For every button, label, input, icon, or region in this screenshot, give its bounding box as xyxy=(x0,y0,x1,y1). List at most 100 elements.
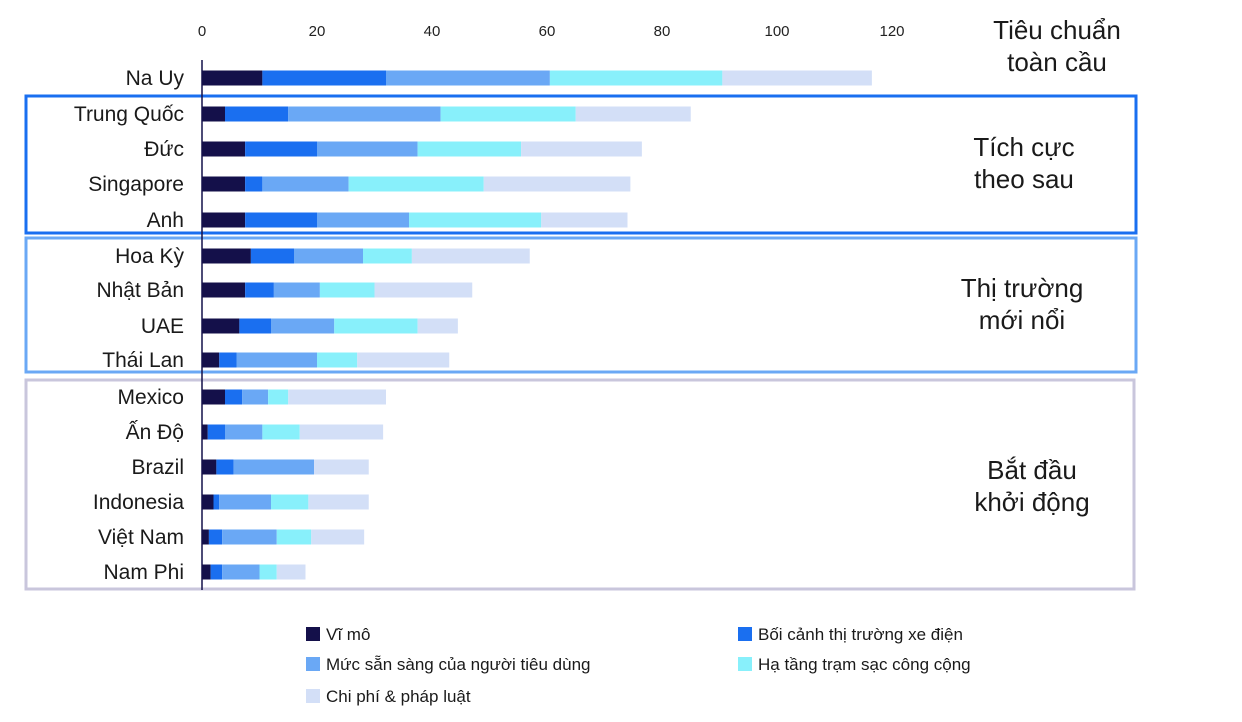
legend-item-boi-canh-thi-truong-xe-dien: Bối cảnh thị trường xe điện xyxy=(738,625,963,644)
group-label-tich-cuc-theo-sau: Tích cực theo sau xyxy=(973,132,1074,194)
bar-na-uy-ha-tang-tram-sac-cong-cong xyxy=(549,70,723,86)
country-label: Nam Phi xyxy=(103,561,184,584)
bar-duc-chi-phi-phap-luat xyxy=(521,141,642,157)
bar-mexico-vi-mo xyxy=(202,389,225,405)
legend-label: Chi phí & pháp luật xyxy=(326,687,471,706)
x-tick-label: 120 xyxy=(879,23,904,40)
group-box-bat-dau-khoi-dong xyxy=(24,378,1136,591)
bar-nam-phi-chi-phi-phap-luat xyxy=(276,564,306,580)
bar-thai-lan-vi-mo xyxy=(202,352,220,368)
bar-trung-quoc-vi-mo xyxy=(202,106,225,122)
bar-trung-quoc-ha-tang-tram-sac-cong-cong xyxy=(440,106,576,122)
bar-singapore-ha-tang-tram-sac-cong-cong xyxy=(348,176,484,192)
legend-swatch xyxy=(306,689,320,703)
country-label: Anh xyxy=(147,209,184,232)
x-tick-label: 0 xyxy=(198,23,206,40)
bar-nhat-ban-muc-san-sang-cua-nguoi-tieu-dung xyxy=(273,282,320,298)
legend: Vĩ mô Bối cảnh thị trường xe điện Mức sẵn … xyxy=(306,625,971,706)
bar-nam-phi-vi-mo xyxy=(202,564,211,580)
bar-indonesia-muc-san-sang-cua-nguoi-tieu-dung xyxy=(219,494,271,510)
bar-hoa-ky-ha-tang-tram-sac-cong-cong xyxy=(363,248,412,264)
bar-anh-vi-mo xyxy=(202,212,246,228)
country-label: Singapore xyxy=(88,173,184,196)
bar-trung-quoc-muc-san-sang-cua-nguoi-tieu-dung xyxy=(288,106,441,122)
group-box-tich-cuc-theo-sau xyxy=(24,94,1138,235)
bar-indonesia-boi-canh-thi-truong-xe-dien xyxy=(213,494,220,510)
bar-brazil-chi-phi-phap-luat xyxy=(314,459,369,475)
legend-swatch xyxy=(306,627,320,641)
country-label: Nhật Bản xyxy=(96,279,184,302)
legend-item-muc-san-sang-cua-nguoi-tieu-dung: Mức sẵn sàng của người tiêu dùng xyxy=(306,655,591,674)
x-tick-label: 20 xyxy=(309,23,326,40)
country-label: Trung Quốc xyxy=(74,103,184,126)
country-label: Ấn Độ xyxy=(126,421,184,444)
bar-uae-chi-phi-phap-luat xyxy=(417,318,458,334)
bars xyxy=(202,70,872,580)
legend-label: Vĩ mô xyxy=(326,625,370,644)
bar-uae-muc-san-sang-cua-nguoi-tieu-dung xyxy=(271,318,335,334)
bar-hoa-ky-boi-canh-thi-truong-xe-dien xyxy=(250,248,294,264)
bar-hoa-ky-muc-san-sang-cua-nguoi-tieu-dung xyxy=(294,248,363,264)
bar-viet-nam-ha-tang-tram-sac-cong-cong xyxy=(276,529,312,545)
bar-singapore-muc-san-sang-cua-nguoi-tieu-dung xyxy=(262,176,349,192)
bar-na-uy-chi-phi-phap-luat xyxy=(722,70,872,86)
group-label-tieu-chuan-toan-cau: Tiêu chuẩn toàn cầu xyxy=(993,15,1121,77)
bar-anh-boi-canh-thi-truong-xe-dien xyxy=(245,212,317,228)
legend-label: Hạ tầng trạm sạc công cộng xyxy=(758,655,971,674)
bar-nhat-ban-chi-phi-phap-luat xyxy=(374,282,473,298)
bar-thai-lan-muc-san-sang-cua-nguoi-tieu-dung xyxy=(236,352,317,368)
group-labels: Tiêu chuẩn toàn cầu Tích cực theo sau Thị tr… xyxy=(961,15,1121,517)
bar-hoa-ky-vi-mo xyxy=(202,248,251,264)
bar-duc-ha-tang-tram-sac-cong-cong xyxy=(417,141,522,157)
bar-nam-phi-muc-san-sang-cua-nguoi-tieu-dung xyxy=(222,564,260,580)
bar-an-do-muc-san-sang-cua-nguoi-tieu-dung xyxy=(225,424,263,440)
country-label: Hoa Kỳ xyxy=(115,245,184,268)
country-label: Na Uy xyxy=(126,67,185,90)
bar-mexico-boi-canh-thi-truong-xe-dien xyxy=(225,389,243,405)
bar-nhat-ban-ha-tang-tram-sac-cong-cong xyxy=(319,282,375,298)
bar-mexico-chi-phi-phap-luat xyxy=(288,389,386,405)
bar-thai-lan-boi-canh-thi-truong-xe-dien xyxy=(219,352,237,368)
bar-anh-muc-san-sang-cua-nguoi-tieu-dung xyxy=(317,212,409,228)
bar-indonesia-chi-phi-phap-luat xyxy=(308,494,369,510)
bar-brazil-muc-san-sang-cua-nguoi-tieu-dung xyxy=(233,459,315,475)
bar-brazil-vi-mo xyxy=(202,459,217,475)
bar-anh-chi-phi-phap-luat xyxy=(541,212,628,228)
x-tick-label: 40 xyxy=(424,23,441,40)
bar-an-do-chi-phi-phap-luat xyxy=(299,424,384,440)
country-label: Đức xyxy=(144,138,184,161)
bar-nhat-ban-vi-mo xyxy=(202,282,246,298)
bar-nhat-ban-boi-canh-thi-truong-xe-dien xyxy=(245,282,274,298)
bar-viet-nam-vi-mo xyxy=(202,529,209,545)
bar-viet-nam-boi-canh-thi-truong-xe-dien xyxy=(208,529,223,545)
bar-singapore-chi-phi-phap-luat xyxy=(483,176,631,192)
bar-indonesia-ha-tang-tram-sac-cong-cong xyxy=(271,494,309,510)
bar-anh-ha-tang-tram-sac-cong-cong xyxy=(409,212,542,228)
x-tick-label: 100 xyxy=(764,23,789,40)
legend-swatch xyxy=(306,657,320,671)
bar-thai-lan-chi-phi-phap-luat xyxy=(357,352,450,368)
x-tick-label: 80 xyxy=(654,23,671,40)
bar-singapore-boi-canh-thi-truong-xe-dien xyxy=(245,176,263,192)
legend-swatch xyxy=(738,627,752,641)
legend-item-ha-tang-tram-sac-cong-cong: Hạ tầng trạm sạc công cộng xyxy=(738,655,971,674)
country-label: Brazil xyxy=(131,456,184,479)
bar-thai-lan-ha-tang-tram-sac-cong-cong xyxy=(317,352,358,368)
bar-singapore-vi-mo xyxy=(202,176,246,192)
bar-trung-quoc-boi-canh-thi-truong-xe-dien xyxy=(225,106,289,122)
legend-label: Mức sẵn sàng của người tiêu dùng xyxy=(326,655,591,674)
group-label-bat-dau-khoi-dong: Bắt đầu khởi động xyxy=(974,455,1089,517)
bar-duc-vi-mo xyxy=(202,141,246,157)
bar-indonesia-vi-mo xyxy=(202,494,214,510)
legend-swatch xyxy=(738,657,752,671)
group-boxes xyxy=(24,94,1138,591)
bar-duc-muc-san-sang-cua-nguoi-tieu-dung xyxy=(317,141,418,157)
country-labels: Na Uy Trung Quốc Đức Singapore Anh Hoa Kỳ Nhật… xyxy=(74,67,185,584)
country-label: Việt Nam xyxy=(98,526,184,549)
country-label: Indonesia xyxy=(93,491,184,514)
bar-an-do-vi-mo xyxy=(202,424,208,440)
bar-uae-ha-tang-tram-sac-cong-cong xyxy=(334,318,418,334)
bar-viet-nam-chi-phi-phap-luat xyxy=(311,529,365,545)
bar-brazil-boi-canh-thi-truong-xe-dien xyxy=(216,459,234,475)
